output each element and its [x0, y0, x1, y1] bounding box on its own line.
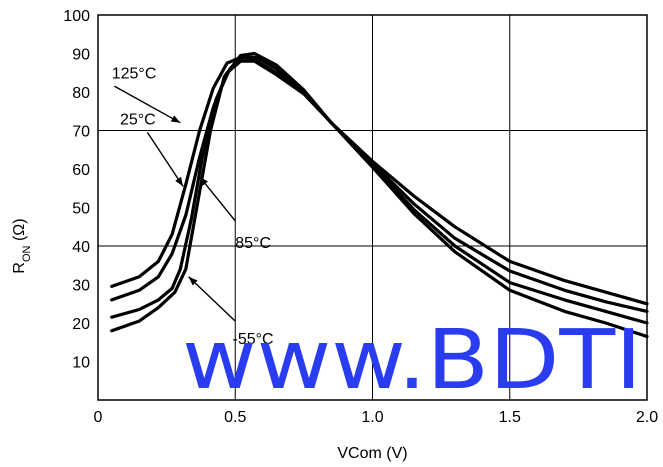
series-lines: [110, 51, 649, 339]
annotation-leader-1: [146, 132, 184, 187]
y-axis-title: RON (Ω): [11, 218, 33, 273]
x-tick-labels: 0 0.5 1.0 1.5 2.0: [94, 409, 659, 426]
watermark-text: www.BDTI: [182, 313, 642, 408]
annotation-label-3: -55°C: [233, 331, 274, 348]
y-axis-title-main: R: [11, 262, 28, 274]
y-axis-title-sub: ON: [21, 245, 33, 262]
x-axis-title: VCom (V): [337, 445, 407, 462]
series-line-tm55: [110, 51, 649, 339]
annotation-label-2: 85°C: [235, 235, 271, 252]
annotation-label-0: 125°C: [112, 66, 157, 83]
annotation-leader-2: [199, 176, 236, 222]
x-tick-label-0: 0: [94, 409, 103, 426]
annotation-arrowhead-0: [170, 115, 181, 123]
x-tick-label-4: 2.0: [636, 409, 658, 426]
y-tick-label-0: 10: [72, 355, 90, 372]
annotation-label-1: 25°C: [120, 112, 156, 129]
x-tick-label-2: 1.0: [361, 409, 383, 426]
y-tick-label-7: 80: [72, 85, 90, 102]
y-tick-label-9: 100: [63, 8, 90, 25]
annotations: 125°C 25°C 85°C -55°C: [112, 66, 274, 349]
annotation-leader-0: [114, 85, 181, 124]
series-line-t125: [110, 55, 649, 306]
y-tick-label-4: 50: [72, 201, 90, 218]
y-tick-labels: 10 20 30 40 50 60 70 80 90 100: [63, 8, 90, 372]
x-tick-label-1: 0.5: [224, 409, 246, 426]
annotation-arrowhead-3: [188, 276, 198, 286]
y-tick-label-3: 40: [72, 239, 90, 256]
y-axis-title-unit: (Ω): [11, 218, 28, 245]
y-tick-label-1: 20: [72, 316, 90, 333]
annotation-leader-3: [188, 276, 236, 322]
y-tick-label-5: 60: [72, 162, 90, 179]
series-line-t25: [110, 55, 649, 325]
x-tick-label-3: 1.5: [499, 409, 521, 426]
y-tick-label-2: 30: [72, 278, 90, 295]
y-tick-label-6: 70: [72, 124, 90, 141]
annotation-arrowhead-1: [175, 176, 184, 187]
plot-frame: [97, 14, 648, 401]
annotation-arrowhead-2: [199, 176, 208, 186]
y-tick-label-8: 90: [72, 47, 90, 64]
series-line-t85: [110, 59, 649, 313]
